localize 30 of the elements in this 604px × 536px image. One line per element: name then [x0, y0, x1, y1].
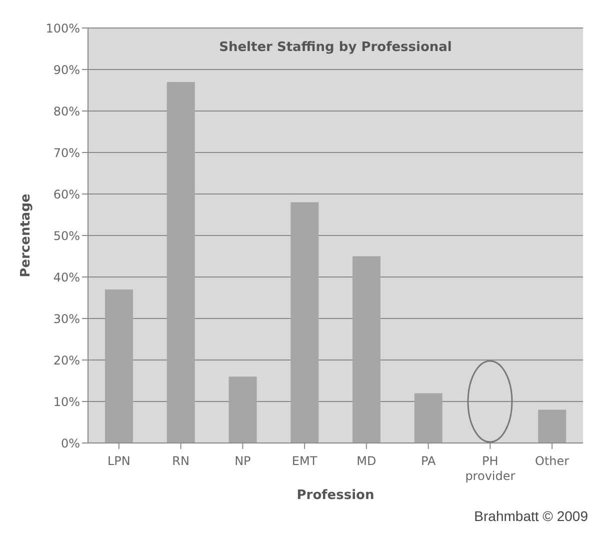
bar: [166, 82, 195, 443]
bar: [290, 202, 319, 443]
x-tick-label: LPN: [107, 454, 130, 468]
text: Brahmbatt © 2009: [473, 508, 589, 524]
x-tick-label: NP: [234, 454, 251, 468]
y-tick-label: 60%: [53, 187, 80, 202]
y-axis-title: Percentage: [18, 194, 34, 278]
y-tick-label: 20%: [53, 353, 80, 368]
y-tick-label: 40%: [53, 270, 80, 284]
bar: [352, 256, 380, 443]
y-tick-label: 30%: [53, 312, 80, 326]
text: Shelter Staffing by Professional: [218, 40, 453, 55]
y-tick-label: 0%: [60, 436, 80, 450]
y-tick-label: 80%: [53, 104, 80, 118]
x-tick-label: MD: [356, 454, 376, 468]
y-tick-label: 70%: [53, 146, 80, 160]
x-tick-label: EMT: [292, 454, 318, 468]
bar: [538, 410, 566, 443]
x-axis-title: Profession: [296, 488, 374, 503]
bar: [228, 376, 257, 443]
y-tick-label: 90%: [53, 62, 80, 77]
bar: [414, 393, 442, 443]
y-tick-label: 10%: [53, 394, 80, 409]
x-tick-label: Other: [535, 454, 570, 468]
y-tick-label: 50%: [53, 228, 80, 243]
x-tick-label: RN: [172, 454, 190, 468]
bar: [105, 289, 133, 443]
x-tick-label: PA: [420, 454, 436, 468]
x-tick-label: PH provider: [465, 454, 516, 483]
y-tick-label: 100%: [46, 21, 80, 36]
